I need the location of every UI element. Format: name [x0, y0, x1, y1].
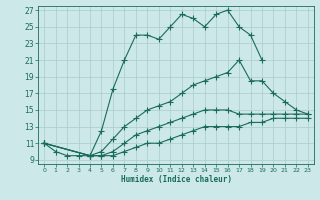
X-axis label: Humidex (Indice chaleur): Humidex (Indice chaleur): [121, 175, 231, 184]
